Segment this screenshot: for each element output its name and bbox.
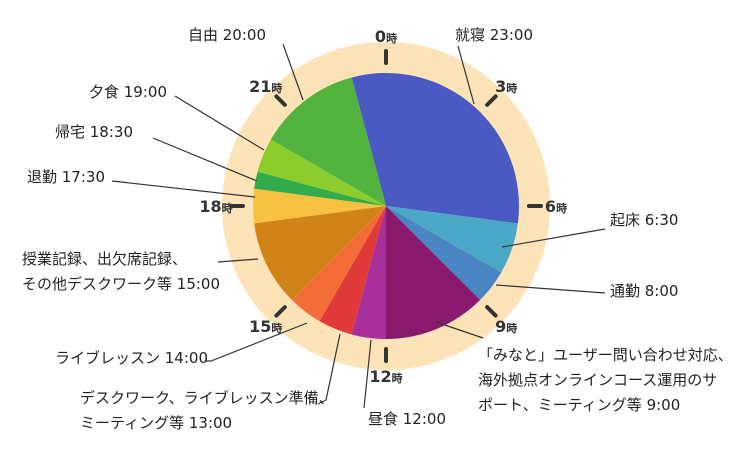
hour-label-0: 0時 <box>375 27 397 46</box>
callout-label-line: ライブレッスン 14:00 <box>55 349 208 367</box>
hour-label-number: 3 <box>495 77 506 96</box>
callout-label-line: 通勤 8:00 <box>610 282 678 300</box>
hour-label-suffix: 時 <box>271 81 282 95</box>
hour-label-number: 6 <box>545 197 556 216</box>
callout-label-line: 夕食 19:00 <box>89 83 167 101</box>
leader-line-3 <box>435 321 484 339</box>
callout-6: ライブレッスン 14:00 <box>55 349 208 367</box>
callout-label-line: ミーティング等 13:00 <box>80 414 232 432</box>
callout-9: 帰宅 18:30 <box>55 123 133 141</box>
pie-slice-9 <box>254 171 386 206</box>
callout-3: 「みなと」ユーザー問い合わせ対応、海外拠点オンラインコース運用のサポート、ミーテ… <box>478 346 733 414</box>
callout-label-line: 授業記録、出欠席記録、 <box>22 250 187 268</box>
callout-8: 退勤 17:30 <box>27 168 105 186</box>
hour-label-number: 12 <box>369 367 391 386</box>
hour-label-suffix: 時 <box>271 321 282 335</box>
hour-label-suffix: 時 <box>222 201 233 215</box>
pie-slice-10 <box>257 139 386 206</box>
pie-slice-7 <box>254 206 386 301</box>
callout-10: 夕食 19:00 <box>89 83 167 101</box>
hour-label-21: 21時 <box>249 77 282 96</box>
pie-slice-4 <box>351 206 386 339</box>
callout-label-line: 海外拠点オンラインコース運用のサ <box>478 371 717 389</box>
hour-label-suffix: 時 <box>506 81 517 95</box>
hour-label-9: 9時 <box>495 317 517 336</box>
callout-11: 自由 20:00 <box>188 26 266 44</box>
hour-label-3: 3時 <box>495 77 517 96</box>
hour-tick-21 <box>274 94 287 107</box>
leader-line-9 <box>152 137 258 182</box>
hour-label-number: 21 <box>249 77 271 96</box>
hour-label-suffix: 時 <box>392 371 403 385</box>
callout-label-line: その他デスクワーク等 15:00 <box>22 275 220 293</box>
hour-label-suffix: 時 <box>506 321 517 335</box>
hour-label-15: 15時 <box>249 317 282 336</box>
hour-label-number: 15 <box>249 317 271 336</box>
hour-tick-9 <box>485 305 498 318</box>
leader-line-0 <box>457 45 475 105</box>
callout-label-line: デスクワーク、ライブレッスン準備、 <box>80 389 334 407</box>
pie-slice-8 <box>253 188 386 224</box>
hour-label-18: 18時 <box>199 197 232 216</box>
pie-slice-5 <box>319 206 386 335</box>
callout-1: 起床 6:30 <box>610 211 678 229</box>
callout-2: 通勤 8:00 <box>610 282 678 300</box>
pie-slice-3 <box>386 206 481 339</box>
hour-label-number: 9 <box>495 317 506 336</box>
pie-slice-1 <box>386 206 518 273</box>
leader-line-1 <box>501 228 606 248</box>
leader-line-11 <box>282 43 304 101</box>
callout-label-line: 昼食 12:00 <box>368 410 446 428</box>
leader-line-10 <box>174 95 265 151</box>
pie-slice-11 <box>270 77 386 206</box>
leader-line-2 <box>495 284 606 294</box>
hour-tick-15 <box>274 305 287 318</box>
hour-tick-3 <box>485 94 498 107</box>
callout-label-line: ポート、ミーティング等 9:00 <box>478 396 680 414</box>
leader-line-4 <box>363 339 372 409</box>
pie-slice-6 <box>291 206 386 322</box>
hour-label-6: 6時 <box>545 197 567 216</box>
hour-label-number: 18 <box>199 197 221 216</box>
callout-5: デスクワーク、ライブレッスン準備、ミーティング等 13:00 <box>80 389 334 432</box>
leader-line-5 <box>317 333 341 405</box>
callout-label-line: 帰宅 18:30 <box>55 123 133 141</box>
pie-slice-2 <box>386 206 502 301</box>
callout-label-line: 「みなと」ユーザー問い合わせ対応、 <box>478 346 733 364</box>
leader-line-6 <box>205 322 308 362</box>
callout-label-line: 自由 20:00 <box>188 26 266 44</box>
hour-label-suffix: 時 <box>386 31 397 45</box>
leader-line-8 <box>111 180 256 198</box>
callout-4: 昼食 12:00 <box>368 410 446 428</box>
hour-label-suffix: 時 <box>556 201 567 215</box>
callout-label-line: 起床 6:30 <box>610 211 678 229</box>
callout-0: 就寝 23:00 <box>455 26 533 44</box>
pie-slice-0 <box>351 72 519 224</box>
callout-label-line: 退勤 17:30 <box>27 168 105 186</box>
leader-line-7 <box>217 258 259 263</box>
callout-label-line: 就寝 23:00 <box>455 26 533 44</box>
hour-label-number: 0 <box>375 27 386 46</box>
callout-7: 授業記録、出欠席記録、その他デスクワーク等 15:00 <box>22 250 220 293</box>
hour-label-12: 12時 <box>369 367 402 386</box>
